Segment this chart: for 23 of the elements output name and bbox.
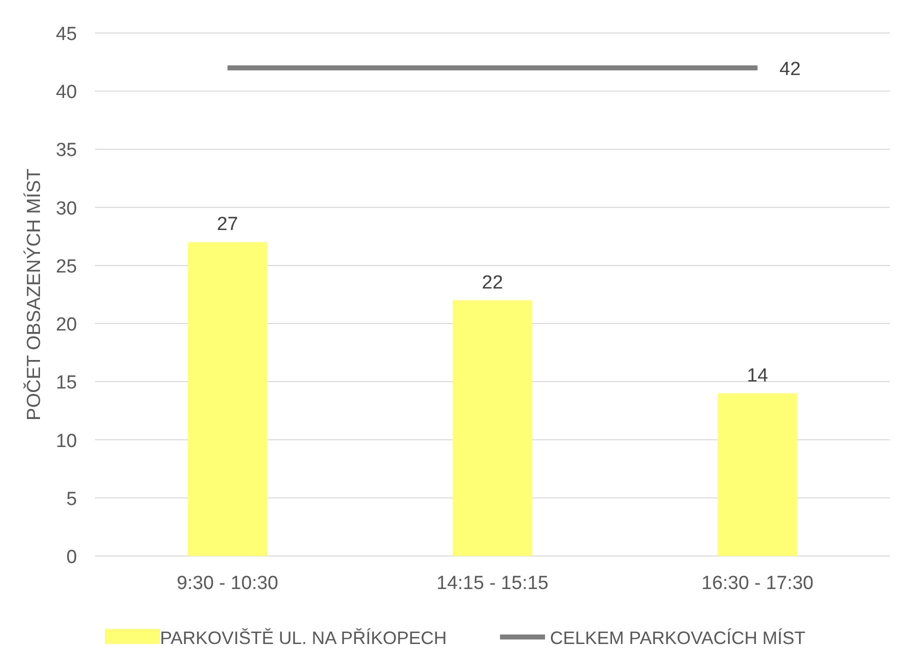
y-tick-label: 5: [66, 488, 77, 510]
y-tick-label: 30: [56, 198, 77, 220]
y-tick-label: 25: [56, 256, 77, 278]
y-tick-label: 45: [56, 24, 77, 45]
x-tick-label: 9:30 - 10:30: [176, 573, 278, 594]
y-tick-label: 40: [56, 82, 77, 104]
y-tick-label: 35: [56, 140, 77, 162]
bar: [718, 393, 798, 556]
bar: [452, 300, 532, 556]
x-tick-label: 16:30 - 17:30: [702, 573, 814, 594]
bar: [188, 242, 268, 556]
y-tick-label: 15: [56, 372, 77, 394]
data-label: 27: [216, 214, 238, 236]
data-label: 22: [482, 272, 504, 294]
data-label: 42: [780, 58, 801, 80]
y-tick-label: 10: [56, 430, 77, 452]
y-tick-label: 0: [66, 547, 77, 568]
legend-label: CELKEM PARKOVACÍCH MÍST: [550, 628, 806, 648]
legend-label: PARKOVIŠTĚ UL. NA PŘÍKOPECH: [160, 628, 447, 648]
x-tick-label: 14:15 - 15:15: [436, 573, 548, 594]
y-tick-label: 20: [56, 314, 77, 336]
data-label: 14: [746, 365, 768, 386]
y-axis-title: POČET OBSAZENÝCH MÍST: [23, 168, 45, 420]
